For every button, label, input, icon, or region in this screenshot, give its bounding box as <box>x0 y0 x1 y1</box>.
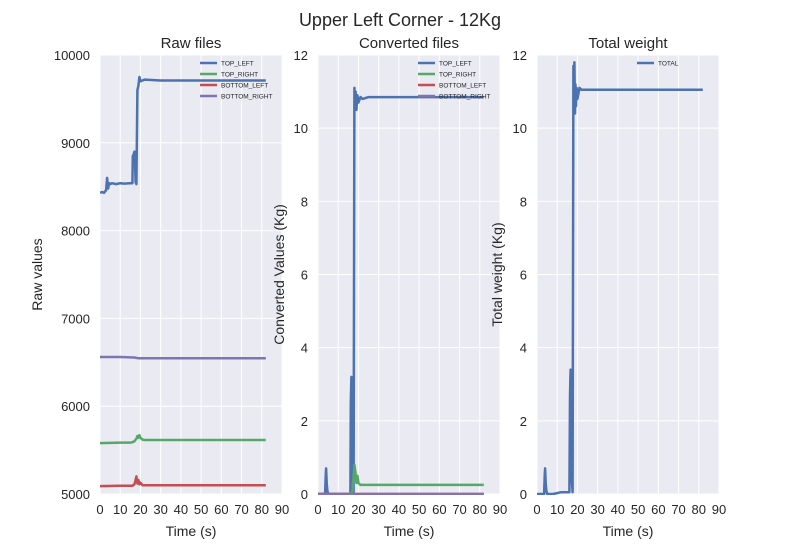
chart-1-y-axis-label: Raw values <box>29 238 45 310</box>
chart-2-x-tick-label: 90 <box>493 502 507 517</box>
chart-3-y-tick-label: 2 <box>520 414 527 429</box>
chart-2-legend-label: BOTTOM_RIGHT <box>439 94 491 101</box>
chart-1-series-top-right <box>100 433 266 445</box>
chart-1-x-tick-label: 10 <box>113 502 127 517</box>
chart-3-legend: TOTAL <box>637 61 679 68</box>
chart-2: 0 10 20 30 40 50 60 70 80 90 0 2 4 6 8 10 12 Converted fi… <box>271 35 507 539</box>
chart-3-y-tick-label: 0 <box>520 487 527 502</box>
chart-1-x-tick-label: 20 <box>133 502 147 517</box>
chart-1-x-tick-label: 60 <box>214 502 228 517</box>
chart-2-y-tick-label: 12 <box>294 48 308 63</box>
chart-2-y-tick-label: 2 <box>301 414 308 429</box>
chart-2-x-tick-label: 0 <box>314 502 321 517</box>
chart-3: 0 10 20 30 40 50 60 70 80 90 0 2 4 6 8 10 12 Total weight… <box>489 35 726 539</box>
chart-2-x-tick-label: 80 <box>473 502 487 517</box>
chart-1-series-bottom-right <box>100 355 266 360</box>
chart-2-y-tick-label: 0 <box>301 487 308 502</box>
chart-2-x-tick-label: 30 <box>371 502 385 517</box>
chart-1-y-tick-label: 6000 <box>61 399 90 414</box>
chart-3-x-tick-label: 10 <box>550 502 564 517</box>
chart-2-y-tick-label: 8 <box>301 194 308 209</box>
chart-1-y-tick-label: 7000 <box>61 311 90 326</box>
chart-1-y-tick-label: 8000 <box>61 224 90 239</box>
chart-1-legend-label: TOP_RIGHT <box>221 72 258 79</box>
chart-3-x-tick-label: 30 <box>590 502 604 517</box>
chart-2-y-tick-label: 6 <box>301 268 308 283</box>
chart-1-x-tick-label: 90 <box>275 502 289 517</box>
chart-1-legend-label: BOTTOM_LEFT <box>221 83 268 90</box>
chart-3-x-tick-label: 60 <box>651 502 665 517</box>
chart-2-x-tick-label: 50 <box>412 502 426 517</box>
chart-1-x-tick-label: 50 <box>194 502 208 517</box>
chart-2-x-tick-label: 20 <box>351 502 365 517</box>
chart-3-y-tick-label: 4 <box>520 341 527 356</box>
chart-3-legend-label: TOTAL <box>658 61 679 68</box>
chart-1-x-tick-label: 0 <box>96 502 103 517</box>
chart-1-y-tick-label: 9000 <box>61 136 90 151</box>
chart-2-series-top-left <box>318 86 484 495</box>
chart-2-legend: TOP_LEFT TOP_RIGHT BOTTOM_LEFT BOTTOM_RIGHT <box>418 61 491 101</box>
chart-1-series-top-left <box>100 75 266 195</box>
chart-3-x-tick-label: 50 <box>631 502 645 517</box>
chart-3-x-tick-label: 40 <box>611 502 625 517</box>
chart-1-title: Raw files <box>161 35 222 52</box>
chart-2-y-axis-label: Converted Values (Kg) <box>271 204 287 345</box>
chart-2-legend-label: TOP_RIGHT <box>439 72 476 79</box>
chart-1-legend: TOP_LEFT TOP_RIGHT BOTTOM_LEFT BOTTOM_RIGHT <box>200 61 273 101</box>
chart-1-y-tick-label: 10000 <box>54 48 90 63</box>
chart-1-y-tick-label: 5000 <box>61 487 90 502</box>
chart-3-y-tick-label: 6 <box>520 268 527 283</box>
chart-1-legend-label: TOP_LEFT <box>221 61 254 68</box>
panels: 0 10 20 30 40 50 60 70 80 90500060007000800090001… <box>29 35 726 539</box>
chart-2-title: Converted files <box>359 35 459 52</box>
chart-3-y-axis-label: Total weight (Kg) <box>489 222 505 326</box>
chart-2-y-tick-label: 4 <box>301 341 308 356</box>
chart-2-x-tick-label: 10 <box>331 502 345 517</box>
chart-3-x-tick-label: 90 <box>712 502 726 517</box>
chart-3-x-tick-label: 20 <box>570 502 584 517</box>
chart-3-x-axis-label: Time (s) <box>603 523 654 539</box>
chart-1-x-tick-label: 40 <box>174 502 188 517</box>
chart-1-plot-area <box>100 55 282 494</box>
chart-1-series-bottom-left <box>100 475 266 488</box>
chart-1-x-tick-label: 80 <box>255 502 269 517</box>
chart-2-x-tick-label: 70 <box>452 502 466 517</box>
chart-3-y-tick-label: 10 <box>513 121 527 136</box>
chart-3-x-tick-label: 80 <box>692 502 706 517</box>
chart-2-y-tick-label: 10 <box>294 121 308 136</box>
chart-1-x-tick-label: 30 <box>153 502 167 517</box>
chart-2-legend-label: TOP_LEFT <box>439 61 472 68</box>
chart-1: 0 10 20 30 40 50 60 70 80 90 5000 6000 7000 8000 9000 1… <box>29 35 289 539</box>
chart-2-x-tick-label: 60 <box>432 502 446 517</box>
chart-1-x-axis-label: Time (s) <box>166 523 217 539</box>
chart-2-legend-label: BOTTOM_LEFT <box>439 83 486 90</box>
chart-3-x-tick-label: 70 <box>671 502 685 517</box>
chart-2-x-axis-label: Time (s) <box>384 523 435 539</box>
chart-3-series-total <box>537 61 703 495</box>
chart-3-y-tick-label: 12 <box>513 48 527 63</box>
chart-2-series-top-right <box>318 463 484 495</box>
chart-1-legend-label: BOTTOM_RIGHT <box>221 94 273 101</box>
figure-suptitle: Upper Left Corner - 12Kg <box>299 10 501 30</box>
chart-2-x-tick-label: 40 <box>392 502 406 517</box>
chart-1-x-tick-label: 70 <box>234 502 248 517</box>
chart-3-x-tick-label: 0 <box>533 502 540 517</box>
chart-3-y-tick-label: 8 <box>520 194 527 209</box>
chart-3-title: Total weight <box>588 35 668 52</box>
